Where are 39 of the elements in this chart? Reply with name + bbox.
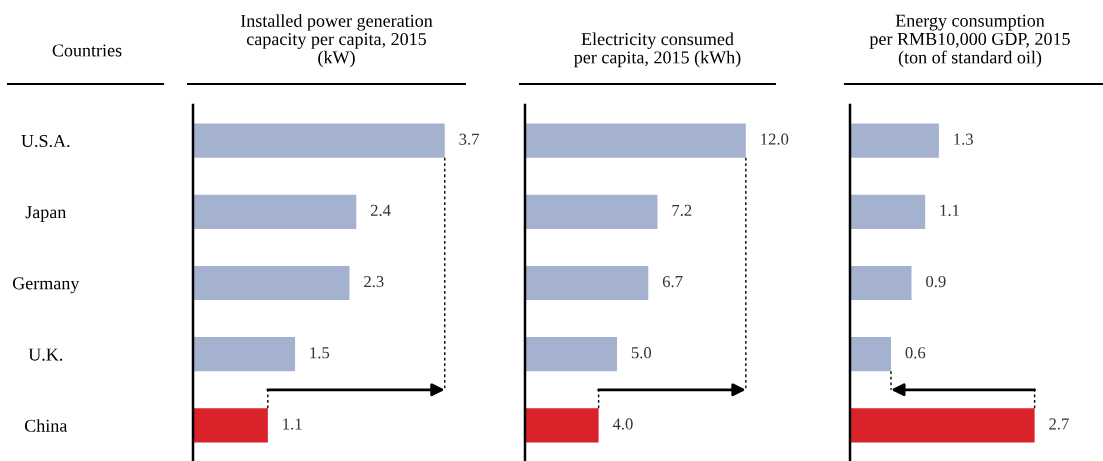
y-tick-label: U.S.A. — [21, 134, 70, 148]
data-label: 5.0 — [631, 347, 652, 359]
bar — [525, 265, 649, 301]
bar — [193, 337, 296, 372]
bar — [193, 123, 445, 158]
chart-title: Electricity consumed per capita, 2015 (kWh) — [574, 32, 741, 68]
data-label: 1.1 — [940, 204, 959, 217]
chart-title: Installed power generation capacity per capita, 2015 (kW) — [240, 14, 433, 68]
bar — [525, 194, 658, 229]
data-label: 2.7 — [1049, 418, 1069, 430]
y-tick-label: China — [24, 419, 68, 432]
data-label: 2.4 — [370, 204, 391, 217]
data-label: 0.9 — [926, 275, 946, 288]
bar — [850, 337, 892, 372]
bar — [525, 123, 746, 158]
y-tick-label: Germany — [12, 277, 80, 294]
data-label: 1.5 — [310, 347, 330, 359]
data-label: 3.7 — [459, 133, 479, 145]
data-label: 7.2 — [672, 204, 692, 217]
data-label: 0.6 — [905, 347, 926, 359]
data-label: 1.3 — [954, 133, 973, 145]
bar — [850, 194, 926, 229]
bar — [850, 123, 939, 158]
bar — [193, 408, 268, 443]
bar — [193, 265, 350, 301]
data-label: 12.0 — [761, 133, 789, 145]
y-axis-title: Countries — [52, 44, 122, 57]
bar — [193, 194, 357, 229]
bar — [525, 337, 618, 372]
bar — [850, 265, 912, 301]
data-label: 4.0 — [612, 418, 633, 430]
y-tick-label: U.K. — [28, 348, 63, 361]
data-label: 2.3 — [364, 275, 384, 288]
chart-title: Energy consumption per RMB10,000 GDP, 2015 (ton of standard oil) — [869, 14, 1070, 68]
data-label: 1.1 — [283, 418, 302, 430]
y-tick-label: Japan — [25, 206, 67, 222]
bar — [850, 408, 1035, 443]
data-label: 6.7 — [662, 275, 683, 288]
bar — [525, 408, 599, 443]
